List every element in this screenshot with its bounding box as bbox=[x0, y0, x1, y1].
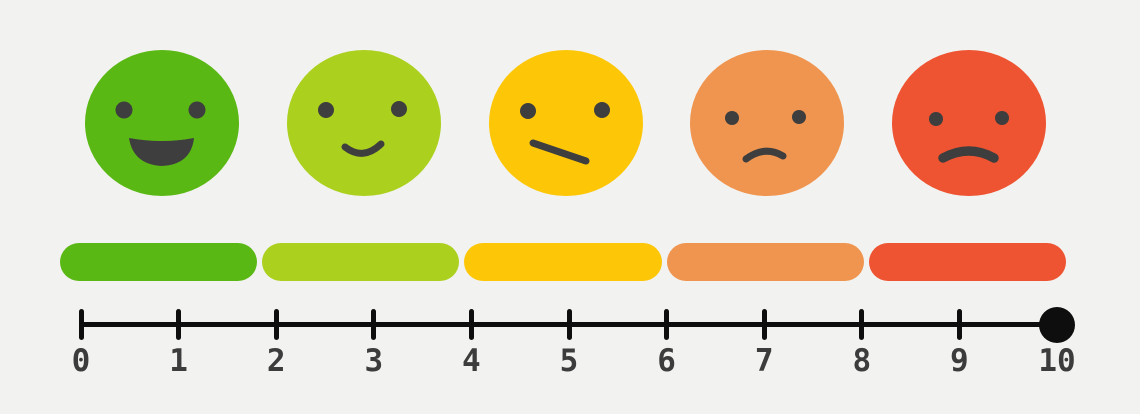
right-eye-icon bbox=[792, 110, 807, 124]
tick-8 bbox=[859, 309, 865, 340]
tick-6 bbox=[664, 309, 670, 340]
tick-label-2: 2 bbox=[266, 343, 286, 379]
tick-5 bbox=[566, 309, 572, 340]
deep-frown-mouth-icon bbox=[938, 146, 999, 163]
left-eye-icon bbox=[317, 102, 334, 118]
bar-segment-very-dissatisfied[interactable] bbox=[868, 243, 1067, 281]
face-neutral[interactable] bbox=[488, 50, 643, 196]
face-body[interactable] bbox=[85, 50, 239, 196]
bar-segment-very-satisfied[interactable] bbox=[60, 243, 258, 281]
tick-label-7: 7 bbox=[754, 343, 774, 379]
face-body[interactable] bbox=[892, 50, 1046, 196]
left-eye-icon bbox=[929, 112, 943, 126]
face-very-satisfied[interactable] bbox=[85, 50, 239, 196]
scale-marker-dot[interactable] bbox=[1039, 307, 1075, 343]
tick-label-3: 3 bbox=[364, 343, 384, 379]
tick-9 bbox=[956, 309, 962, 340]
face-body[interactable] bbox=[690, 50, 845, 196]
right-eye-icon bbox=[390, 101, 407, 117]
right-eye-icon bbox=[188, 101, 206, 119]
left-eye-icon bbox=[725, 111, 740, 125]
tick-3 bbox=[371, 309, 377, 340]
slight-smile-mouth-icon bbox=[341, 140, 385, 157]
tick-7 bbox=[761, 309, 767, 340]
tick-label-5: 5 bbox=[559, 343, 579, 379]
face-satisfied[interactable] bbox=[286, 50, 441, 196]
left-eye-icon bbox=[519, 103, 536, 119]
tick-label-1: 1 bbox=[169, 343, 188, 379]
skeptical-line-mouth-icon bbox=[529, 139, 589, 165]
face-body[interactable] bbox=[286, 50, 441, 196]
frown-mouth-icon bbox=[742, 147, 787, 163]
left-eye-icon bbox=[115, 101, 133, 119]
face-dissatisfied[interactable] bbox=[690, 50, 845, 196]
tick-label-4: 4 bbox=[462, 343, 481, 379]
bar-segment-neutral[interactable] bbox=[464, 243, 662, 281]
face-very-dissatisfied[interactable] bbox=[892, 50, 1046, 196]
tick-label-10: 10 bbox=[1038, 343, 1076, 379]
tick-1 bbox=[176, 309, 182, 340]
tick-label-6: 6 bbox=[657, 343, 676, 379]
tick-label-8: 8 bbox=[852, 343, 872, 379]
face-body[interactable] bbox=[488, 50, 643, 196]
tick-label-0: 0 bbox=[71, 343, 91, 379]
bar-segment-dissatisfied[interactable] bbox=[666, 243, 864, 281]
tick-label-9: 9 bbox=[950, 343, 969, 379]
bar-segment-satisfied[interactable] bbox=[262, 243, 460, 281]
faces-row bbox=[85, 50, 1046, 196]
right-eye-icon bbox=[995, 111, 1009, 125]
tick-2 bbox=[273, 309, 279, 340]
big-smile-mouth-icon bbox=[129, 138, 194, 166]
color-bar bbox=[60, 243, 1067, 281]
tick-0 bbox=[78, 309, 84, 340]
tick-4 bbox=[468, 309, 474, 340]
right-eye-icon bbox=[593, 102, 610, 118]
